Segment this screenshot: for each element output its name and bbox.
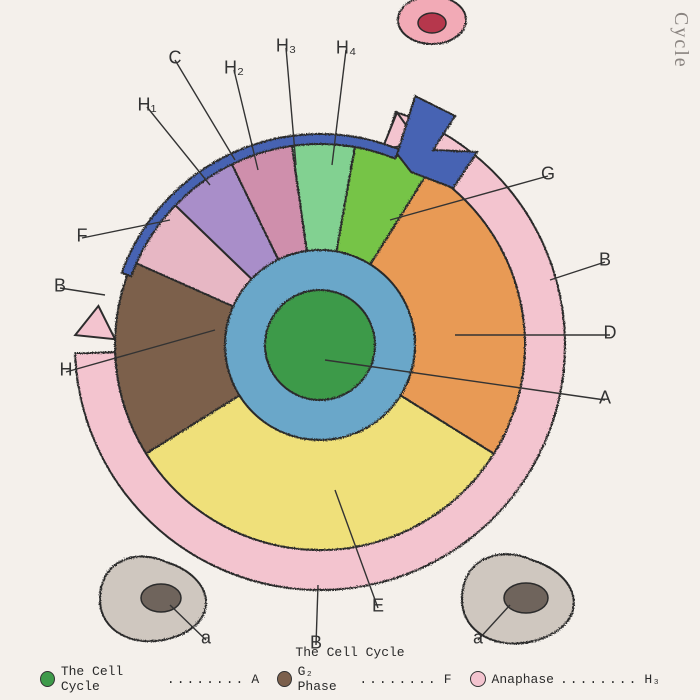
legend-item-2: Anaphase........ H₃ xyxy=(470,671,660,687)
ring-arrowhead xyxy=(75,306,115,339)
legend-item-1: G₂ Phase........ F xyxy=(277,664,451,694)
label-H4: H₄ xyxy=(336,38,356,59)
legend-dots: ........ xyxy=(359,672,437,687)
daughter-cell-top-nucleus xyxy=(418,13,446,33)
daughter-cell-2-nucleus xyxy=(504,583,548,613)
leader-Br xyxy=(550,262,605,280)
label-E: E xyxy=(372,596,384,617)
legend-swatch xyxy=(470,671,486,687)
label-F: F xyxy=(77,226,88,247)
legend-key: H₃ xyxy=(644,672,660,687)
legend-dots: ........ xyxy=(560,672,638,687)
daughter-cell-1-nucleus xyxy=(141,584,181,612)
label-G: G xyxy=(541,164,555,185)
legend-swatch xyxy=(277,671,291,687)
label-H3: H₃ xyxy=(276,36,296,57)
label-D: D xyxy=(604,323,617,344)
label-Bl: B xyxy=(54,276,66,297)
legend-label: G₂ Phase xyxy=(298,664,354,694)
label-H: H xyxy=(60,360,73,381)
legend-row: The Cell Cycle........ A G₂ Phase........ F… xyxy=(40,664,660,694)
legend-key: F xyxy=(444,672,452,687)
legend-dots: ........ xyxy=(167,672,245,687)
legend-title: The Cell Cycle xyxy=(40,645,660,660)
legend-swatch xyxy=(40,671,55,687)
legend-item-0: The Cell Cycle........ A xyxy=(40,664,259,694)
legend-label: Anaphase xyxy=(492,672,554,687)
label-H2: H₂ xyxy=(224,58,244,79)
label-Br: B xyxy=(599,250,611,271)
leader-Bl xyxy=(60,288,105,295)
leader-H1 xyxy=(147,107,210,185)
legend: The Cell Cycle The Cell Cycle........ A G₂… xyxy=(40,645,660,694)
cell-cycle-diagram xyxy=(0,0,700,700)
label-C: C xyxy=(169,48,182,69)
diagram-stage: Cycle CH₁H₂H₃H₄GFBBDHAEBaa The Cell Cycl… xyxy=(0,0,700,700)
label-A: A xyxy=(599,388,611,409)
label-H1: H₁ xyxy=(137,95,156,116)
legend-key: A xyxy=(251,672,259,687)
legend-label: The Cell Cycle xyxy=(61,664,161,694)
inner-circle xyxy=(265,290,375,400)
